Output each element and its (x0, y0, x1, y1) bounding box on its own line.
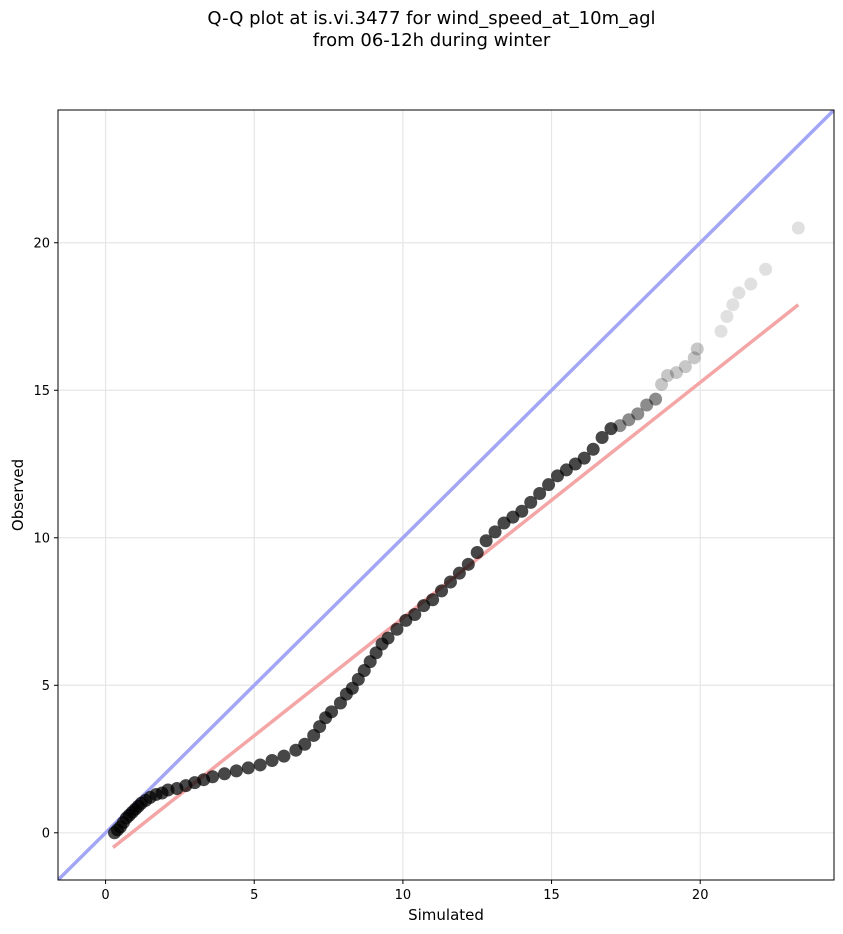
data-point (435, 584, 449, 598)
data-point (744, 277, 758, 291)
data-point (524, 495, 538, 509)
data-point (488, 525, 502, 539)
data-point (325, 705, 339, 719)
data-point (687, 351, 701, 365)
data-point (640, 398, 654, 412)
data-point (661, 369, 675, 383)
data-point (759, 262, 773, 276)
data-point (426, 593, 440, 607)
data-point (461, 557, 475, 571)
chart-title-line-1: Q-Q plot at is.vi.3477 for wind_speed_at… (207, 8, 656, 29)
data-point (241, 761, 255, 775)
data-point (542, 478, 556, 492)
data-point (732, 286, 746, 300)
data-point (655, 377, 669, 391)
data-point (690, 342, 704, 356)
data-point (604, 422, 618, 436)
data-point (206, 770, 220, 784)
data-point (577, 451, 591, 465)
y-tick-label: 15 (33, 384, 50, 399)
data-point (586, 442, 600, 456)
y-tick-label: 5 (42, 679, 50, 694)
data-point (791, 221, 805, 235)
grid (58, 110, 834, 880)
data-point (533, 487, 547, 501)
data-point (381, 631, 395, 645)
data-point (631, 407, 645, 421)
identity-line (58, 110, 834, 880)
data-point (253, 758, 267, 772)
data-point (720, 310, 734, 324)
data-point (408, 607, 422, 621)
data-point (714, 324, 728, 338)
data-point (595, 430, 609, 444)
x-tick-label: 10 (395, 888, 412, 903)
data-point (515, 504, 529, 518)
x-axis-title: Simulated (408, 906, 484, 924)
reference-lines (58, 110, 834, 880)
data-point (479, 534, 493, 548)
data-point (277, 749, 291, 763)
x-tick-label: 20 (692, 888, 709, 903)
data-point (678, 360, 692, 374)
x-tick-label: 5 (250, 888, 258, 903)
chart-title: Q-Q plot at is.vi.3477 for wind_speed_at… (0, 8, 843, 52)
chart-title-line-2: from 06-12h during winter (312, 30, 551, 51)
data-point (217, 767, 231, 781)
y-tick-label: 10 (33, 531, 50, 546)
y-tick-label: 0 (42, 826, 50, 841)
data-point (622, 413, 636, 427)
data-point (726, 298, 740, 312)
y-tick-label: 20 (33, 236, 50, 251)
x-tick-label: 0 (101, 888, 109, 903)
data-point (390, 622, 404, 636)
data-point (613, 419, 627, 433)
y-axis-title: Observed (9, 459, 27, 531)
axis-ticks: 0 5 10 15 20 0 5 10 15 20 (33, 236, 708, 903)
data-point (298, 737, 312, 751)
x-tick-label: 15 (543, 888, 560, 903)
data-points (107, 221, 805, 840)
plot-frame (57, 109, 835, 881)
data-point (470, 546, 484, 560)
data-point (443, 575, 457, 589)
data-point (229, 764, 243, 778)
data-point (452, 566, 466, 580)
data-point (649, 392, 663, 406)
data-point (669, 366, 683, 380)
data-point (265, 754, 279, 768)
